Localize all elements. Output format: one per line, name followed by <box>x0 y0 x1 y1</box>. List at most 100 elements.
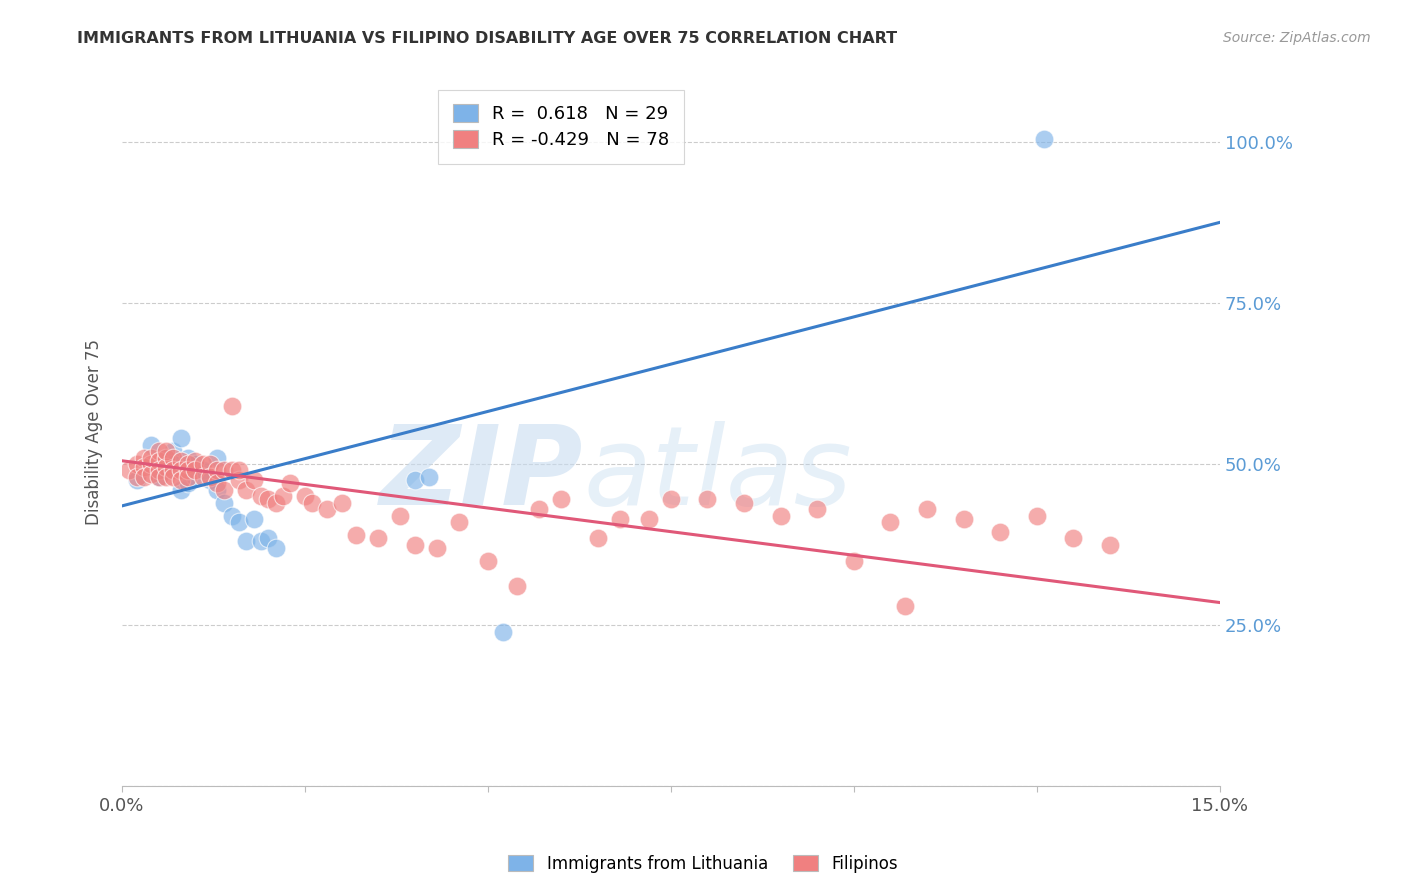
Text: Source: ZipAtlas.com: Source: ZipAtlas.com <box>1223 31 1371 45</box>
Point <box>125 473 148 487</box>
Point <box>228 515 250 529</box>
Point <box>148 463 170 477</box>
Point <box>155 450 177 465</box>
Point <box>184 470 207 484</box>
Point <box>280 476 302 491</box>
Point <box>132 450 155 465</box>
Point <box>477 554 499 568</box>
Point <box>155 450 177 465</box>
Point <box>141 450 163 465</box>
Point <box>1033 131 1056 145</box>
Legend: Immigrants from Lithuania, Filipinos: Immigrants from Lithuania, Filipinos <box>502 848 904 880</box>
Y-axis label: Disability Age Over 75: Disability Age Over 75 <box>86 339 103 524</box>
Point <box>141 457 163 471</box>
Point <box>1025 508 1047 523</box>
Point <box>205 483 228 497</box>
Point <box>367 531 389 545</box>
Text: IMMIGRANTS FROM LITHUANIA VS FILIPINO DISABILITY AGE OVER 75 CORRELATION CHART: IMMIGRANTS FROM LITHUANIA VS FILIPINO DI… <box>77 31 897 46</box>
Point <box>915 502 938 516</box>
Point <box>426 541 449 555</box>
Point <box>132 470 155 484</box>
Point <box>316 502 339 516</box>
Point <box>301 496 323 510</box>
Point <box>125 457 148 471</box>
Point <box>141 467 163 481</box>
Point <box>294 489 316 503</box>
Point <box>191 463 214 477</box>
Point <box>988 524 1011 539</box>
Point <box>586 531 609 545</box>
Point <box>198 473 221 487</box>
Point <box>1098 537 1121 551</box>
Point <box>264 496 287 510</box>
Point <box>155 463 177 477</box>
Point <box>447 515 470 529</box>
Point <box>125 470 148 484</box>
Point <box>184 457 207 471</box>
Point <box>148 454 170 468</box>
Point <box>250 534 273 549</box>
Point <box>205 450 228 465</box>
Point <box>155 444 177 458</box>
Point <box>162 463 184 477</box>
Point <box>235 483 257 497</box>
Point <box>132 460 155 475</box>
Point <box>221 399 243 413</box>
Legend: R =  0.618   N = 29, R = -0.429   N = 78: R = 0.618 N = 29, R = -0.429 N = 78 <box>439 90 683 164</box>
Point <box>118 463 141 477</box>
Point <box>162 470 184 484</box>
Point <box>257 531 280 545</box>
Point <box>141 438 163 452</box>
Point <box>214 463 236 477</box>
Point <box>638 512 661 526</box>
Point <box>404 473 426 487</box>
Point <box>177 450 200 465</box>
Point <box>148 470 170 484</box>
Point <box>228 473 250 487</box>
Point <box>344 528 367 542</box>
Point <box>550 492 572 507</box>
Point <box>696 492 718 507</box>
Point <box>191 457 214 471</box>
Point <box>228 463 250 477</box>
Point <box>184 454 207 468</box>
Point <box>952 512 974 526</box>
Point <box>148 470 170 484</box>
Point <box>162 457 184 471</box>
Point <box>205 476 228 491</box>
Point <box>806 502 828 516</box>
Point <box>169 454 191 468</box>
Point <box>198 457 221 471</box>
Point <box>198 470 221 484</box>
Point <box>1062 531 1084 545</box>
Point <box>769 508 792 523</box>
Point <box>264 541 287 555</box>
Point <box>330 496 353 510</box>
Point <box>257 492 280 507</box>
Point <box>214 496 236 510</box>
Point <box>404 537 426 551</box>
Point <box>527 502 550 516</box>
Point <box>162 450 184 465</box>
Point <box>169 483 191 497</box>
Text: atlas: atlas <box>583 421 852 528</box>
Point <box>155 460 177 475</box>
Point <box>155 470 177 484</box>
Point <box>148 444 170 458</box>
Point <box>235 534 257 549</box>
Point <box>169 473 191 487</box>
Point <box>191 470 214 484</box>
Point <box>894 599 917 613</box>
Point <box>659 492 682 507</box>
Point <box>242 473 264 487</box>
Point <box>842 554 865 568</box>
Point <box>389 508 412 523</box>
Point <box>418 470 440 484</box>
Point <box>177 457 200 471</box>
Point <box>250 489 273 503</box>
Point <box>506 579 529 593</box>
Point <box>242 512 264 526</box>
Point <box>177 470 200 484</box>
Text: ZIP: ZIP <box>380 421 583 528</box>
Point <box>733 496 755 510</box>
